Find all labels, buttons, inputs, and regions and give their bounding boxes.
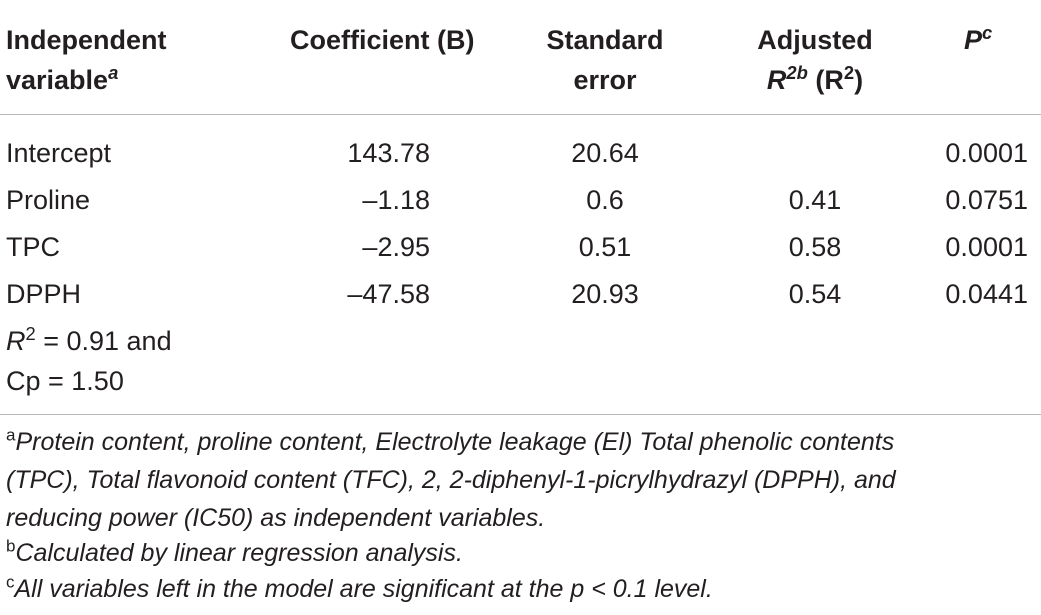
cell-p: 0.0441 — [945, 279, 1028, 309]
footnote-a-line3: reducing power (IC50) as independent var… — [6, 504, 546, 532]
cell-std-error: 0.51 — [578, 232, 632, 262]
model-summary-r2: R2 = 0.91 and — [6, 322, 172, 356]
cell-variable: DPPH — [6, 279, 82, 309]
cell-coefficient: 143.78 — [347, 138, 430, 168]
header-adjusted-r2: Adjusted R2b (R2) — [757, 25, 873, 95]
footnote-mark-a: a — [108, 61, 119, 83]
cell-p: 0.0001 — [945, 232, 1028, 262]
cell-adj-r2: 0.41 — [788, 185, 842, 215]
model-summary-cp: Cp = 1.50 — [6, 366, 124, 396]
cell-std-error: 0.6 — [586, 185, 624, 215]
cell-variable: Proline — [6, 185, 91, 215]
cell-variable: TPC — [6, 232, 60, 262]
header-independent-variable: Independent variablea — [6, 25, 167, 95]
cell-variable: Intercept — [6, 138, 112, 168]
footnote-b: bCalculated by linear regression analysi… — [6, 536, 463, 567]
cell-adj-r2: 0.54 — [788, 279, 842, 309]
cell-coefficient: –47.58 — [347, 279, 430, 309]
header-divider — [0, 114, 1041, 115]
cell-coefficient: –1.18 — [362, 185, 430, 215]
footnote-a: aProtein content, proline content, Elect… — [6, 425, 895, 456]
header-coefficient: Coefficient (B) — [290, 25, 475, 55]
cell-coefficient: –2.95 — [362, 232, 430, 262]
header-standard-error: Standard error — [546, 25, 664, 95]
header-p-value: Pc — [964, 21, 993, 55]
footnote-a-line2: (TPC), Total flavonoid content (TFC), 2,… — [6, 466, 896, 494]
cell-adj-r2: 0.58 — [788, 232, 842, 262]
cell-p: 0.0751 — [945, 185, 1028, 215]
cell-std-error: 20.93 — [571, 279, 639, 309]
cell-std-error: 20.64 — [571, 138, 639, 168]
footnote-c: cAll variables left in the model are sig… — [6, 572, 713, 603]
footnote-divider — [0, 414, 1041, 415]
cell-p: 0.0001 — [945, 138, 1028, 168]
